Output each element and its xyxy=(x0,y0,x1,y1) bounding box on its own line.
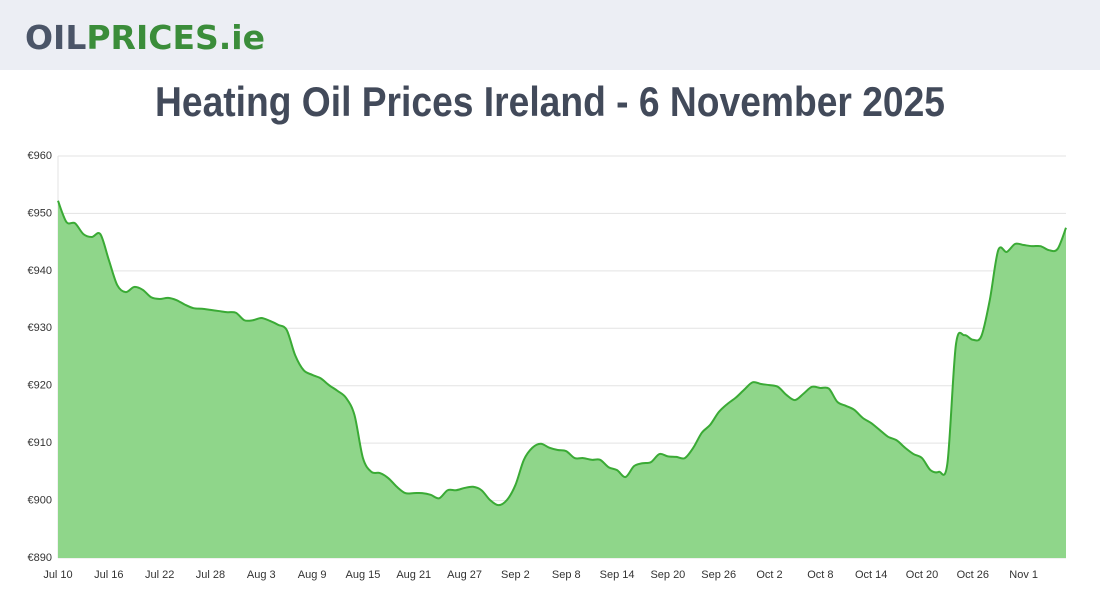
logo-part: .ie xyxy=(219,18,265,57)
x-tick-label: Jul 16 xyxy=(94,569,123,581)
y-tick-label: €960 xyxy=(28,150,52,162)
area-fill xyxy=(58,200,1066,558)
x-tick-label: Aug 15 xyxy=(346,569,381,581)
x-tick-label: Sep 14 xyxy=(600,569,635,581)
x-tick-label: Sep 2 xyxy=(501,569,530,581)
y-tick-label: €910 xyxy=(28,437,52,449)
x-tick-label: Oct 20 xyxy=(906,569,938,581)
logo-part: PRICES xyxy=(86,18,218,57)
x-tick-label: Nov 1 xyxy=(1009,569,1038,581)
x-tick-label: Aug 9 xyxy=(298,569,327,581)
chart-title: Heating Oil Prices Ireland - 6 November … xyxy=(155,78,945,125)
x-tick-label: Oct 26 xyxy=(957,569,989,581)
y-tick-label: €950 xyxy=(28,207,52,219)
x-tick-label: Sep 20 xyxy=(650,569,685,581)
x-tick-label: Aug 27 xyxy=(447,569,482,581)
x-tick-label: Jul 10 xyxy=(43,569,72,581)
x-tick-label: Oct 14 xyxy=(855,569,887,581)
y-tick-label: €930 xyxy=(28,322,52,334)
logo[interactable]: OILPRICES.ie xyxy=(25,18,265,57)
y-tick-label: €940 xyxy=(28,265,52,277)
y-tick-label: €920 xyxy=(28,380,52,392)
y-tick-label: €900 xyxy=(28,494,52,506)
x-tick-label: Oct 8 xyxy=(807,569,833,581)
x-tick-label: Jul 22 xyxy=(145,569,174,581)
y-tick-label: €890 xyxy=(28,552,52,564)
x-tick-label: Sep 26 xyxy=(701,569,736,581)
x-tick-label: Jul 28 xyxy=(196,569,225,581)
x-tick-label: Sep 8 xyxy=(552,569,581,581)
x-tick-label: Aug 3 xyxy=(247,569,276,581)
x-tick-label: Aug 21 xyxy=(396,569,431,581)
area-line xyxy=(57,200,1067,507)
x-tick-label: Oct 2 xyxy=(756,569,782,581)
header-bar xyxy=(0,0,1100,70)
logo-part: OIL xyxy=(25,18,86,57)
